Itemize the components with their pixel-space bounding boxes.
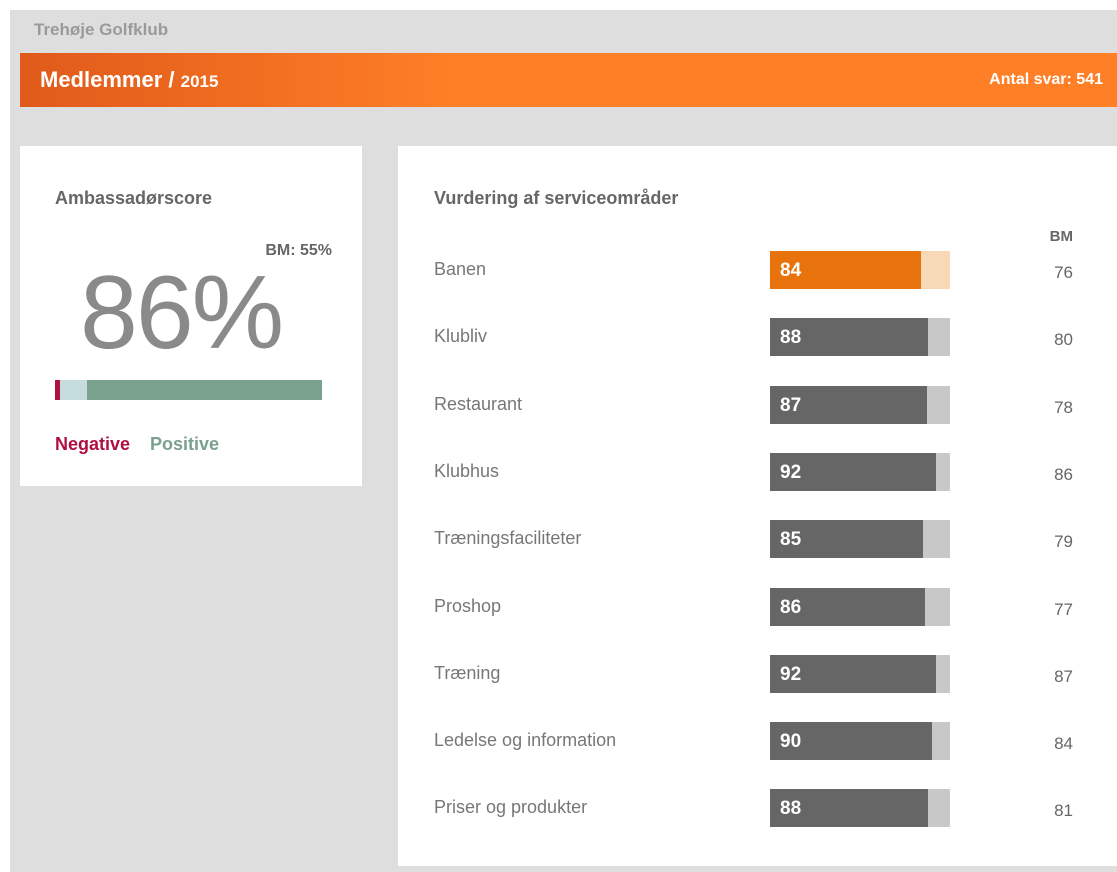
row-label: Priser og produkter [434, 797, 588, 818]
row-label: Banen [434, 259, 487, 279]
ambassador-panel: Ambassadørscore BM: 55% 86% Negative Posi… [20, 146, 362, 486]
bar-track: 92 [770, 654, 950, 693]
segment [55, 380, 61, 400]
bar-value: 92 [780, 461, 802, 483]
dashboard: Trehøje Golfklub Medlemmer / 2015 Antal … [10, 10, 1117, 872]
bar: 87 [770, 385, 927, 424]
bar-value: 87 [780, 394, 802, 416]
bar-track: 88 [770, 789, 950, 828]
title: Medlemmer / [40, 67, 175, 92]
bm-value: 81 [1054, 801, 1073, 821]
bar-value: 86 [780, 596, 802, 618]
bm-value: 76 [1054, 263, 1073, 282]
bm-value: 86 [1054, 464, 1073, 484]
year: 2015 [180, 72, 219, 91]
benchmark: BM: 55% [265, 242, 332, 259]
bar: 92 [770, 654, 936, 693]
bar: 88 [770, 789, 929, 828]
bm-value: 77 [1054, 599, 1073, 619]
bar-track: 87 [770, 385, 950, 424]
bar-track: 92 [770, 452, 950, 491]
bar-value: 90 [780, 731, 802, 753]
bm-value: 78 [1054, 397, 1073, 417]
bm-value: 79 [1054, 532, 1073, 552]
score-bar [55, 380, 322, 400]
legend-label: Negative [55, 434, 131, 454]
bar-value: 88 [780, 327, 802, 349]
row-label: Proshop [434, 595, 502, 616]
bar: 90 [770, 722, 932, 761]
club-name: Trehøje Golfklub [34, 20, 169, 39]
bar-track: 86 [770, 587, 950, 626]
header-band: Medlemmer / 2015 Antal svar: 541 [20, 53, 1117, 107]
bar: 84 [770, 251, 922, 289]
row-label: Klubliv [434, 326, 488, 347]
bm-value: 87 [1054, 666, 1073, 686]
segment [87, 380, 322, 400]
score: 86% [80, 255, 284, 371]
bm-header: BM [1049, 228, 1073, 245]
bar-value: 85 [780, 529, 802, 551]
services-panel: Vurdering af serviceområder BM Banen 84 76… [398, 146, 1117, 866]
bar: 88 [770, 318, 929, 357]
bar-track: 90 [770, 722, 950, 761]
bar: 85 [770, 520, 923, 559]
legend-label: Positive [150, 434, 220, 454]
bar-value: 84 [780, 260, 802, 281]
row-label: Ledelse og information [434, 730, 617, 751]
panel-title: Ambassadørscore [55, 188, 213, 208]
panel-title: Vurdering af serviceområder [434, 188, 679, 208]
bm-value: 80 [1054, 330, 1073, 350]
bar-track: 85 [770, 520, 950, 559]
segment [60, 380, 88, 400]
bar-track: 84 [770, 251, 950, 289]
row-label: Træning [434, 662, 501, 683]
row-label: Træningsfaciliteter [434, 528, 582, 549]
row-label: Restaurant [434, 393, 523, 414]
bar-value: 92 [780, 663, 802, 685]
bar-track: 88 [770, 318, 950, 357]
bar: 92 [770, 452, 936, 491]
row-label: Klubhus [434, 460, 500, 481]
bm-value: 84 [1054, 734, 1073, 754]
bar: 86 [770, 587, 925, 626]
header-title: Medlemmer / 2015 [40, 67, 218, 93]
bar-value: 88 [780, 798, 802, 820]
responses: Antal svar: 541 [989, 71, 1103, 88]
